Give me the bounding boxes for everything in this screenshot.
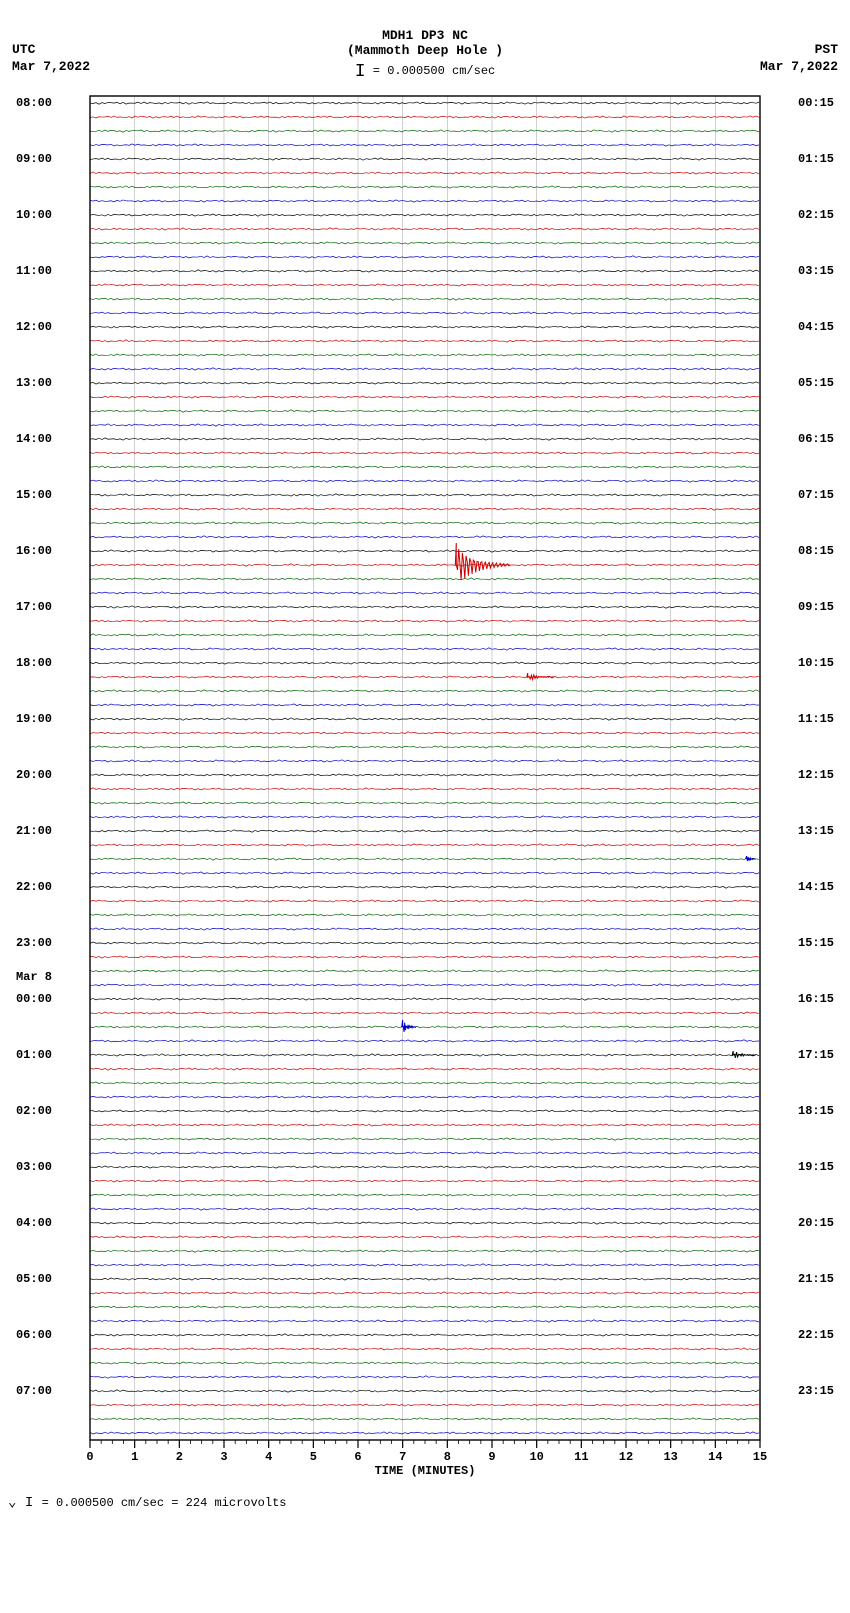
left-time-label: Mar 8 <box>16 971 52 983</box>
pst-label: PST <box>760 42 838 59</box>
svg-text:3: 3 <box>220 1450 227 1464</box>
svg-text:1: 1 <box>131 1450 138 1464</box>
svg-text:14: 14 <box>708 1450 722 1464</box>
svg-text:7: 7 <box>399 1450 406 1464</box>
right-time-label: 02:15 <box>798 209 834 221</box>
left-time-label: 16:00 <box>16 545 52 557</box>
svg-text:13: 13 <box>663 1450 677 1464</box>
left-time-label: 02:00 <box>16 1105 52 1117</box>
right-time-label: 18:15 <box>798 1105 834 1117</box>
left-time-label: 07:00 <box>16 1385 52 1397</box>
footer-text: = 0.000500 cm/sec = 224 microvolts <box>42 1496 287 1510</box>
left-time-label: 09:00 <box>16 153 52 165</box>
right-time-label: 11:15 <box>798 713 834 725</box>
utc-label: UTC <box>12 42 90 59</box>
svg-text:6: 6 <box>354 1450 361 1464</box>
right-time-label: 17:15 <box>798 1049 834 1061</box>
right-time-label: 23:15 <box>798 1385 834 1397</box>
left-time-label: 13:00 <box>16 377 52 389</box>
left-time-label: 18:00 <box>16 657 52 669</box>
right-time-label: 03:15 <box>798 265 834 277</box>
right-time-label: 20:15 <box>798 1217 834 1229</box>
left-time-label: 12:00 <box>16 321 52 333</box>
footer: ⌄ I = 0.000500 cm/sec = 224 microvolts <box>0 1480 850 1521</box>
right-time-label: 09:15 <box>798 601 834 613</box>
station-name: (Mammoth Deep Hole ) <box>0 43 850 58</box>
left-time-label: 04:00 <box>16 1217 52 1229</box>
right-time-label: 05:15 <box>798 377 834 389</box>
right-time-label: 07:15 <box>798 489 834 501</box>
utc-date: Mar 7,2022 <box>12 59 90 76</box>
svg-text:9: 9 <box>488 1450 495 1464</box>
right-time-label: 00:15 <box>798 97 834 109</box>
right-time-label: 19:15 <box>798 1161 834 1173</box>
header: MDH1 DP3 NC (Mammoth Deep Hole ) I = 0.0… <box>0 0 850 82</box>
left-time-label: 17:00 <box>16 601 52 613</box>
left-time-label: 20:00 <box>16 769 52 781</box>
svg-text:TIME (MINUTES): TIME (MINUTES) <box>375 1464 476 1478</box>
right-time-label: 01:15 <box>798 153 834 165</box>
right-time-label: 12:15 <box>798 769 834 781</box>
svg-text:5: 5 <box>310 1450 317 1464</box>
right-time-label: 04:15 <box>798 321 834 333</box>
svg-text:10: 10 <box>529 1450 543 1464</box>
right-time-label: 10:15 <box>798 657 834 669</box>
left-time-label: 22:00 <box>16 881 52 893</box>
svg-text:11: 11 <box>574 1450 588 1464</box>
right-time-label: 16:15 <box>798 993 834 1005</box>
right-time-label: 22:15 <box>798 1329 834 1341</box>
right-time-label: 08:15 <box>798 545 834 557</box>
right-time-label: 21:15 <box>798 1273 834 1285</box>
svg-text:8: 8 <box>444 1450 451 1464</box>
pst-corner: PST Mar 7,2022 <box>760 42 838 76</box>
right-time-label: 06:15 <box>798 433 834 445</box>
left-time-label: 19:00 <box>16 713 52 725</box>
svg-text:12: 12 <box>619 1450 633 1464</box>
station-code: MDH1 DP3 NC <box>0 28 850 43</box>
left-time-label: 14:00 <box>16 433 52 445</box>
right-time-axis: 00:15 01:15 02:15 03:15 04:15 05:15 06:15 07:15… <box>794 90 850 1480</box>
left-time-label: 21:00 <box>16 825 52 837</box>
left-time-label: 03:00 <box>16 1161 52 1173</box>
left-time-label: 06:00 <box>16 1329 52 1341</box>
pst-date: Mar 7,2022 <box>760 59 838 76</box>
left-time-label: 15:00 <box>16 489 52 501</box>
left-time-axis: 08:00 09:00 10:00 11:00 12:00 13:00 14:00 15:00… <box>0 90 56 1480</box>
seismogram-plot: 0123456789101112131415TIME (MINUTES) <box>30 90 820 1480</box>
right-time-label: 14:15 <box>798 881 834 893</box>
svg-text:0: 0 <box>86 1450 93 1464</box>
scale-indicator: I = 0.000500 cm/sec <box>0 62 850 82</box>
svg-text:15: 15 <box>753 1450 767 1464</box>
right-time-label: 15:15 <box>798 937 834 949</box>
utc-corner: UTC Mar 7,2022 <box>12 42 90 76</box>
scale-text: = 0.000500 cm/sec <box>373 64 495 78</box>
plot-container: 08:00 09:00 10:00 11:00 12:00 13:00 14:00 15:00… <box>0 90 850 1480</box>
left-time-label: 23:00 <box>16 937 52 949</box>
left-time-label: 08:00 <box>16 97 52 109</box>
svg-text:4: 4 <box>265 1450 272 1464</box>
left-time-label: 00:00 <box>16 993 52 1005</box>
left-time-label: 01:00 <box>16 1049 52 1061</box>
left-time-label: 11:00 <box>16 265 52 277</box>
footer-scale-icon: ⌄ I <box>8 1495 42 1511</box>
right-time-label: 13:15 <box>798 825 834 837</box>
svg-text:2: 2 <box>176 1450 183 1464</box>
left-time-label: 10:00 <box>16 209 52 221</box>
left-time-label: 05:00 <box>16 1273 52 1285</box>
